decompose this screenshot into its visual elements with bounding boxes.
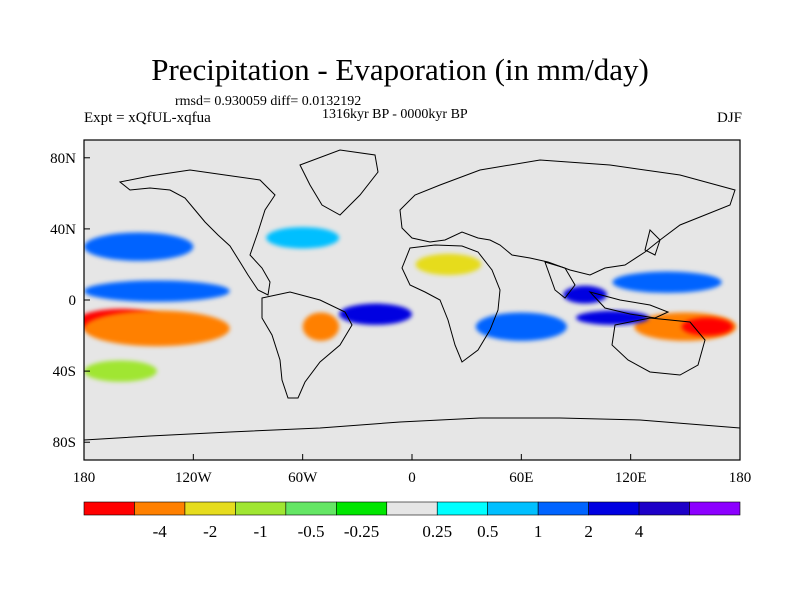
lat-tick-label-2: 0 [69, 293, 77, 309]
axis-ticks: 180 120W 60W 0 60E 120E 180 80N 40N 0 40S 80S [50, 151, 751, 486]
lon-tick-label-3: 0 [408, 470, 416, 486]
coast-greenland [299, 149, 379, 216]
lon-tick-label-6: 180 [729, 470, 752, 486]
rmsd-diff-stats: rmsd= 0.930059 diff= 0.0132192 [175, 94, 362, 109]
colorbar-label-4: -0.25 [344, 522, 379, 541]
contour-region-12 [612, 271, 722, 293]
lon-tick-label-0: 180 [73, 470, 96, 486]
colorbar-label-7: 1 [534, 522, 543, 541]
colorbar-swatch-4 [285, 501, 337, 516]
coast-north-america [118, 169, 276, 296]
colorbar-swatch-2 [184, 501, 236, 516]
colorbar-label-1: -2 [203, 522, 217, 541]
contour-region-2 [302, 312, 340, 341]
colorbar-label-9: 4 [635, 522, 644, 541]
colorbar-swatch-11 [638, 501, 690, 516]
colorbar-label-6: 0.5 [477, 522, 498, 541]
colorbar-label-2: -1 [254, 522, 268, 541]
colorbar-swatch-1 [134, 501, 186, 516]
colorbar-label-5: 0.25 [422, 522, 452, 541]
lat-tick-label-0: 80N [50, 151, 76, 167]
coast-africa [401, 244, 501, 363]
lon-tick-label-4: 60E [509, 470, 533, 486]
contour-region-7 [84, 280, 230, 302]
contour-field [84, 227, 737, 382]
contour-region-9 [475, 312, 567, 341]
contour-region-8 [339, 303, 412, 325]
lon-tick-label-2: 60W [288, 470, 318, 486]
coast-australia [611, 317, 706, 376]
coastlines [84, 149, 740, 441]
colorbar-swatch-10 [588, 501, 640, 516]
colorbar-swatch-7 [436, 501, 488, 516]
colorbar-label-8: 2 [584, 522, 593, 541]
coast-eurasia [399, 159, 736, 276]
lat-tick-label-3: 40S [53, 364, 76, 380]
contour-region-11 [576, 310, 649, 325]
contour-region-13 [266, 227, 340, 249]
coast-south-america [261, 291, 353, 399]
contour-region-3 [415, 253, 482, 276]
colorbar-swatch-6 [386, 501, 438, 516]
plot-title: Precipitation - Evaporation (in mm/day) [151, 52, 649, 87]
contour-region-1 [84, 310, 230, 347]
coast-india [544, 261, 576, 299]
colorbar-swatch-0 [83, 501, 135, 516]
contour-region-6 [84, 232, 194, 261]
colorbar-label-3: -0.5 [298, 522, 325, 541]
colorbar-label-0: -4 [153, 522, 168, 541]
season-label: DJF [716, 110, 742, 126]
contour-region-5 [681, 317, 733, 336]
coast-japan [644, 229, 661, 256]
experiment-label: Expt = xQfUL-xqfua [84, 110, 211, 126]
lat-tick-label-4: 80S [53, 435, 76, 451]
colorbar-swatch-12 [689, 501, 741, 516]
lon-tick-label-1: 120W [175, 470, 213, 486]
coast-maritime-continent [588, 291, 670, 319]
contour-region-14 [84, 360, 157, 382]
coast-antarctica [84, 417, 740, 441]
colorbar-swatch-5 [336, 501, 388, 516]
colorbar-swatch-9 [537, 501, 589, 516]
colorbar: -4 -2 -1 -0.5 -0.25 0.25 0.5 1 2 4 [83, 501, 741, 541]
lat-tick-label-1: 40N [50, 222, 76, 238]
time-period-label: 1316kyr BP - 0000kyr BP [322, 107, 468, 122]
lon-tick-label-5: 120E [615, 470, 647, 486]
colorbar-swatch-3 [235, 501, 287, 516]
colorbar-swatch-8 [487, 501, 539, 516]
